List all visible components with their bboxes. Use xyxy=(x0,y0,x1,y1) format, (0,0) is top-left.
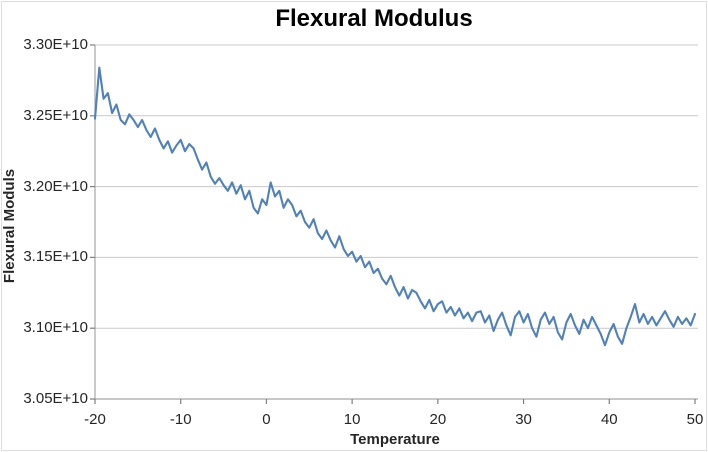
x-tick-label: 10 xyxy=(343,411,361,428)
y-tick-label: 3.15E+10 xyxy=(23,248,88,266)
x-tick-label: 50 xyxy=(686,411,704,428)
y-tick-label: 3.30E+10 xyxy=(23,36,88,53)
x-tick-label: -20 xyxy=(84,411,106,428)
x-axis-title: Temperature xyxy=(350,431,440,448)
y-tick-label: 3.10E+10 xyxy=(23,319,88,337)
y-tick-label: 3.05E+10 xyxy=(23,390,88,407)
x-tick-label: 30 xyxy=(515,411,532,428)
x-tick-label: 20 xyxy=(429,411,447,428)
y-tick-label: 3.25E+10 xyxy=(23,106,88,124)
data-series-line xyxy=(93,66,697,347)
chart-title: Flexural Modulus xyxy=(275,5,473,32)
x-tick-label: 0 xyxy=(262,411,271,428)
x-tick-label: 40 xyxy=(600,411,618,428)
x-tick-label: -10 xyxy=(169,411,192,428)
y-tick-label: 3.20E+10 xyxy=(23,177,88,195)
